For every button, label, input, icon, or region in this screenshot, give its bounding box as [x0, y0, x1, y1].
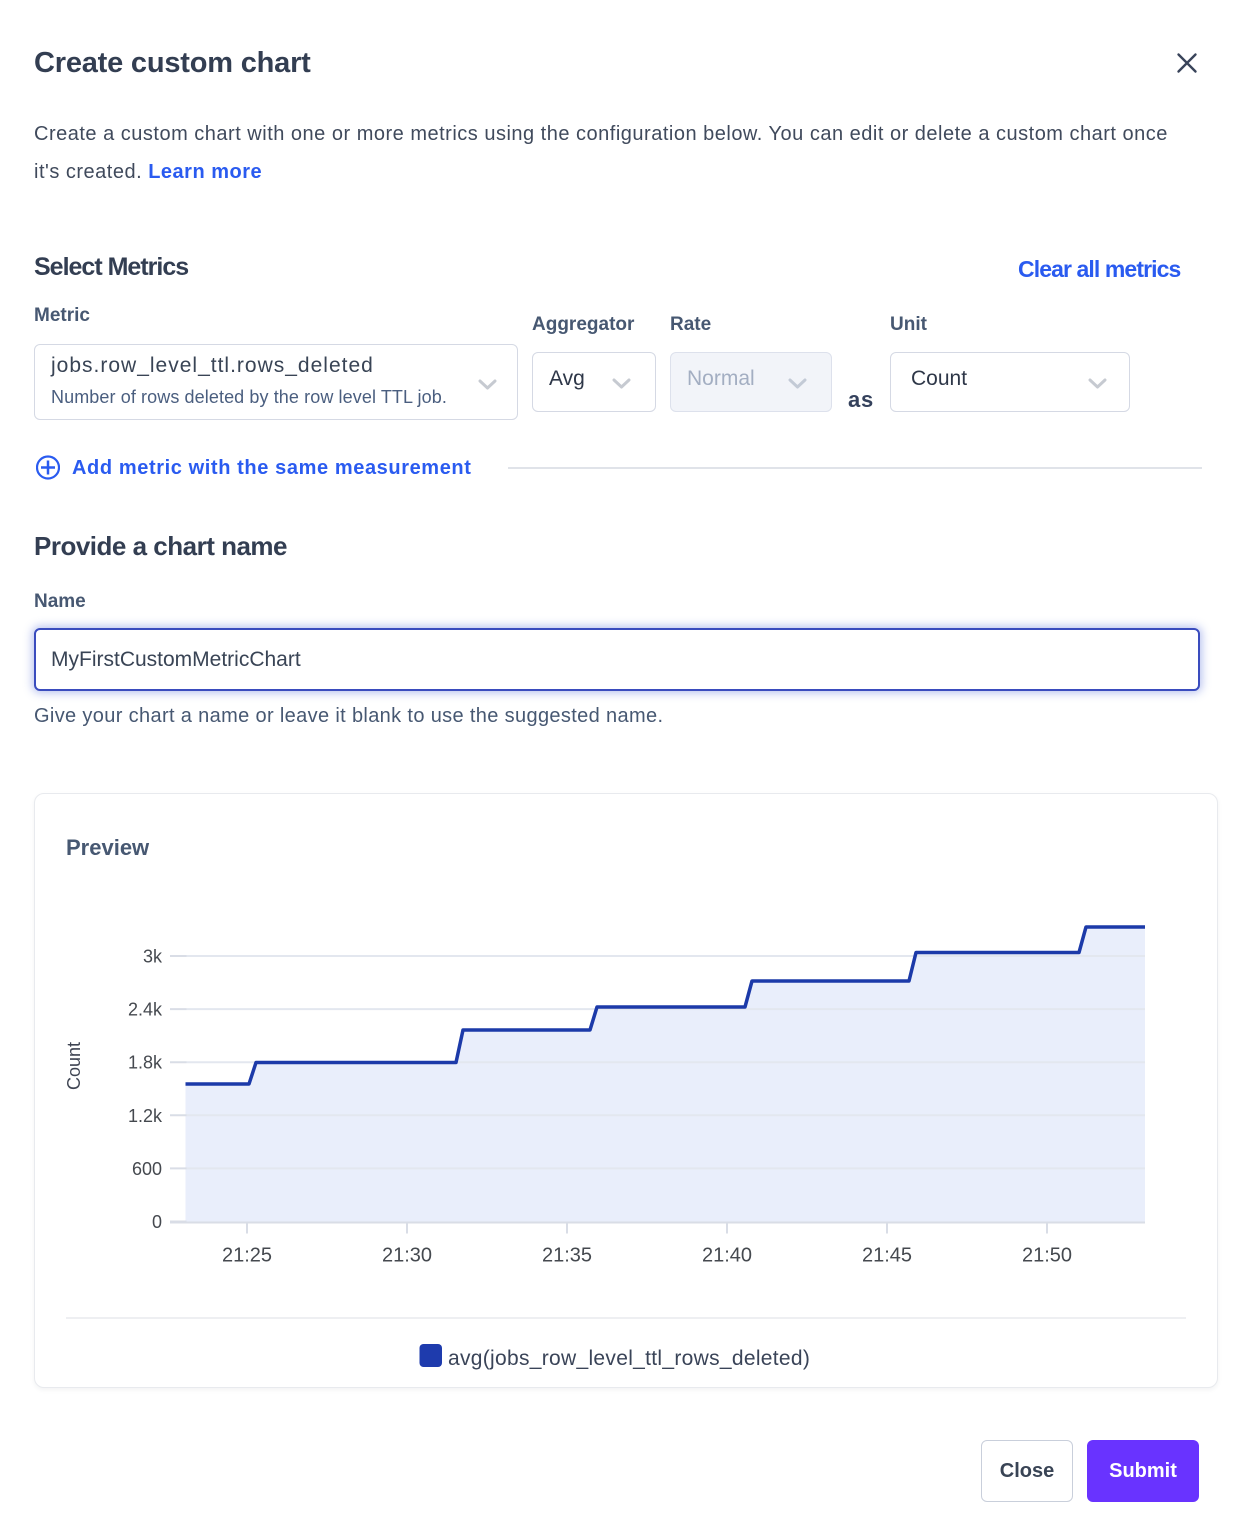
svg-text:0: 0	[152, 1212, 162, 1232]
svg-text:Count: Count	[64, 1042, 84, 1090]
svg-text:avg(jobs_row_level_ttl_rows_de: avg(jobs_row_level_ttl_rows_deleted)	[448, 1347, 810, 1370]
svg-text:21:30: 21:30	[382, 1245, 432, 1267]
svg-text:21:25: 21:25	[222, 1245, 272, 1267]
svg-text:21:50: 21:50	[1022, 1245, 1072, 1267]
svg-text:2.4k: 2.4k	[128, 1000, 163, 1020]
svg-text:21:35: 21:35	[542, 1245, 592, 1267]
svg-text:3k: 3k	[143, 947, 163, 967]
svg-text:21:40: 21:40	[702, 1245, 752, 1267]
svg-text:1.2k: 1.2k	[128, 1106, 163, 1126]
svg-text:600: 600	[132, 1159, 162, 1179]
svg-text:1.8k: 1.8k	[128, 1053, 163, 1073]
svg-text:21:45: 21:45	[862, 1245, 912, 1267]
